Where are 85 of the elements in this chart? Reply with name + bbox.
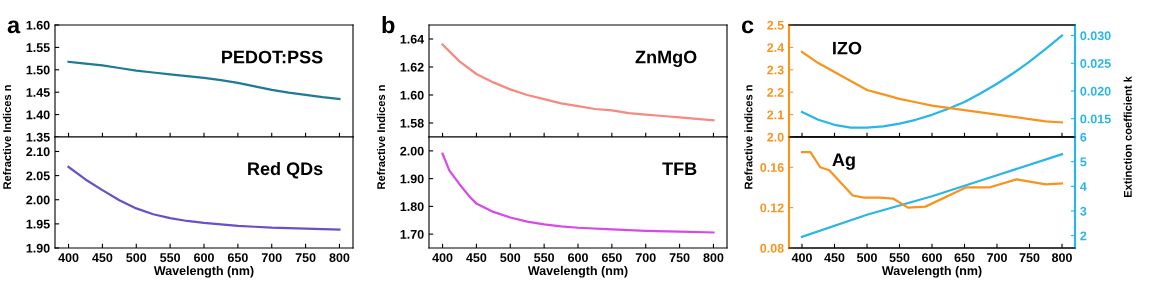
y-tick-label: 2.05: [26, 171, 50, 181]
y-tick-label: 2.0: [767, 132, 784, 142]
x-tick-label: 400: [791, 253, 812, 263]
y-tick-label: 2.2: [767, 88, 784, 97]
y-tick-label: 2.4: [767, 43, 785, 52]
y-tick-label: 1.60: [400, 90, 424, 100]
x-tick-label: 700: [987, 253, 1007, 263]
series-label: PEDOT:PSS: [222, 50, 323, 64]
x-tick-label: 450: [92, 253, 113, 263]
y-tick-label: 0.16: [760, 163, 784, 172]
x-tick-label: 600: [568, 253, 588, 263]
x-tick-label: 750: [1019, 253, 1040, 263]
x-tick-label: 500: [500, 253, 521, 263]
y-tick-label: 1.95: [26, 219, 50, 229]
y-tick-label: 1.70: [400, 229, 424, 239]
x-axis-title: Wavelength (nm): [881, 265, 982, 278]
y-tick-label: 2.00: [26, 195, 50, 205]
y-tick-label: 1.60: [26, 20, 50, 30]
y-tick-label: 1.80: [400, 202, 424, 212]
y-tick-label: 1.50: [26, 65, 50, 75]
y2-tick-label: 5: [1080, 157, 1087, 167]
series-label: IZO: [833, 41, 862, 55]
y2-tick-label: 0.015: [1080, 114, 1111, 124]
y-tick-label: 2.1: [767, 110, 784, 120]
series-label: Ag: [832, 153, 855, 170]
y2-tick-label: 0.025: [1080, 59, 1111, 68]
y-tick-label: 1.90: [26, 243, 50, 253]
y-tick-label: 1.40: [26, 110, 50, 120]
y2-tick-label: 0.030: [1080, 31, 1111, 41]
x-tick-label: 700: [261, 253, 282, 263]
x-tick-label: 450: [824, 253, 845, 263]
x-tick-label: 700: [635, 253, 656, 263]
line-series: [800, 151, 1064, 209]
line-series: [441, 43, 715, 122]
x-tick-label: 600: [194, 253, 214, 263]
y-axis-title: Refractive Indices n: [376, 85, 386, 189]
x-tick-label: 550: [160, 253, 181, 263]
x-tick-label: 800: [329, 253, 350, 263]
x-tick-label: 500: [856, 253, 877, 263]
chart-title: b: [382, 16, 395, 34]
text: ZnMgO: [635, 50, 697, 68]
y2-tick-label: 6: [1080, 132, 1087, 142]
y-tick-label: 1.58: [400, 118, 424, 128]
line-series: [800, 34, 1064, 129]
line-series: [800, 153, 1064, 239]
x-tick-label: 400: [58, 253, 79, 263]
y-axis-title: Refractive indices n: [744, 85, 753, 189]
y2-tick-label: 4: [1080, 182, 1087, 191]
y-tick-label: 2.3: [767, 65, 784, 75]
x-tick-label: 650: [954, 253, 975, 263]
y-tick-label: 0.12: [760, 203, 784, 213]
x-tick-label: 800: [1051, 253, 1072, 263]
y2-tick-label: 2: [1080, 231, 1087, 241]
text: Red QDs: [248, 161, 323, 179]
line-series: [441, 152, 715, 234]
chart-title: c: [741, 20, 754, 34]
y-tick-label: 1.62: [400, 62, 424, 72]
x-tick-label: 750: [295, 253, 316, 263]
x-axis-title: Wavelength (nm): [153, 265, 254, 278]
x-tick-label: 650: [227, 253, 248, 263]
y-tick-label: 1.45: [26, 88, 50, 97]
x-tick-label: 500: [126, 253, 147, 263]
y-tick-label: 1.55: [26, 43, 50, 53]
y-tick-label: 2.10: [26, 147, 50, 157]
x-tick-label: 600: [922, 253, 942, 263]
y-tick-label: 2.5: [767, 20, 784, 30]
x-tick-label: 400: [432, 253, 453, 263]
x-tick-label: 550: [889, 253, 910, 263]
y2-axis-title: Extinction coefficient k: [1123, 76, 1132, 198]
x-tick-label: 750: [669, 253, 690, 263]
y-tick-label: 1.64: [400, 34, 425, 44]
chart-title: a: [7, 20, 21, 34]
y-axis-title: Refractive Indices n: [2, 85, 12, 189]
x-tick-label: 800: [703, 253, 724, 263]
text: TFB: [662, 162, 697, 175]
y-tick-label: 2.00: [400, 146, 424, 156]
x-tick-label: 550: [534, 253, 555, 263]
y-tick-label: 1.35: [26, 132, 50, 142]
x-axis-title: Wavelength (nm): [527, 265, 628, 278]
x-tick-label: 650: [601, 253, 622, 263]
x-tick-label: 450: [466, 253, 487, 263]
y2-tick-label: 0.020: [1080, 86, 1111, 96]
y2-tick-label: 3: [1080, 206, 1087, 216]
y-tick-label: 1.90: [400, 174, 424, 184]
y-tick-label: 0.08: [760, 243, 784, 253]
